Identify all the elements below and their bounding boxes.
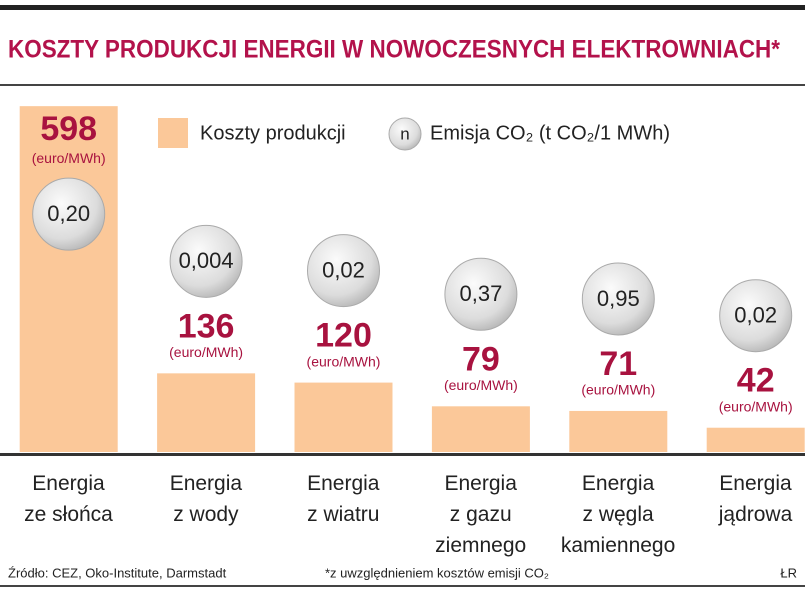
legend-swatch: [158, 118, 188, 148]
x-tick-label: Energia z węgla kamiennego: [560, 472, 676, 557]
legend-circle: [388, 117, 422, 151]
author: ŁR: [780, 565, 797, 580]
emission-circle: [32, 177, 106, 251]
title-rule: [0, 84, 805, 86]
emission-label: 0,20: [47, 201, 90, 226]
x-tick-label: Energia jądrowa: [718, 472, 793, 526]
chart-title: KOSZTY PRODUKCJI ENERGII W NOWOCZESNYCH …: [8, 36, 780, 64]
baseline: [0, 453, 805, 456]
emission-label: 0,37: [459, 281, 502, 306]
x-tick-label: Energia z gazu ziemnego: [435, 472, 527, 557]
value-label: 598: [40, 110, 97, 148]
value-label: 136: [178, 307, 235, 345]
emission-circle: [169, 224, 243, 298]
emission-label: 0,95: [597, 286, 640, 311]
source: Źródło: CEZ, Oko-Institute, Darmstadt: [8, 565, 227, 580]
unit-label: (euro/MWh): [307, 353, 381, 369]
value-label: 120: [315, 317, 372, 355]
bar: [431, 406, 530, 452]
unit-label: (euro/MWh): [719, 398, 793, 414]
bar: [157, 373, 256, 452]
bar: [294, 382, 393, 452]
unit-label: (euro/MWh): [581, 382, 655, 398]
emission-circle: [581, 262, 655, 336]
unit-label: (euro/MWh): [444, 377, 518, 393]
emission-circle: [719, 279, 793, 353]
legend-symbol: n: [400, 124, 409, 143]
value-label: 42: [737, 362, 775, 400]
emission-label: 0,004: [179, 248, 234, 273]
emission-label: 0,02: [322, 257, 365, 282]
value-label: 71: [599, 345, 637, 383]
bar: [569, 410, 668, 452]
x-tick-label: Energia z wiatru: [307, 472, 380, 526]
top-rule: [0, 5, 805, 10]
x-tick-label: Energia ze słońca: [24, 472, 113, 526]
x-tick-label: Energia z wody: [169, 472, 243, 526]
legend-label: Emisja CO₂ (t CO₂/1 MWh): [430, 122, 670, 144]
emission-circle: [444, 257, 518, 331]
legend-label: Koszty produkcji: [200, 122, 346, 144]
footnote: *z uwzględnieniem kosztów emisji CO₂: [325, 565, 549, 580]
unit-label: (euro/MWh): [169, 344, 243, 360]
unit-label: (euro/MWh): [32, 150, 106, 166]
bar: [19, 106, 118, 452]
emission-circle: [307, 234, 380, 308]
value-label: 79: [462, 340, 500, 378]
emission-label: 0,02: [734, 303, 777, 328]
bar: [706, 427, 805, 452]
bottom-rule: [0, 585, 805, 587]
